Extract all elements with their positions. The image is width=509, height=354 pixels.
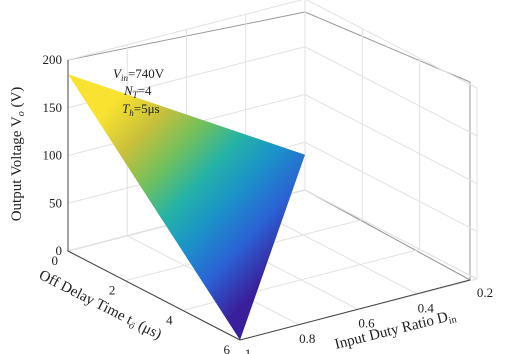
z-axis-title: Output Voltage Vo (V)	[9, 87, 27, 222]
z-tick-label-3: 150	[43, 100, 63, 115]
annotation-th: Th=5μs	[122, 101, 160, 118]
y-tick-label-2: 4	[166, 312, 173, 327]
x-tick-label-4: 1	[245, 346, 252, 354]
surface-triangle	[68, 74, 305, 341]
z-gridline-right-2	[304, 94, 478, 184]
z-tick-label-0: 0	[56, 243, 63, 258]
x-tick-label-2: 0.6	[358, 316, 375, 331]
x-tick-label-0: 0.2	[477, 285, 493, 300]
y-tick-label-3: 6	[224, 342, 231, 354]
z-tick-label-1: 50	[49, 195, 62, 210]
z-gridline-right-3	[304, 46, 478, 137]
x-gridline-floor-0	[304, 189, 478, 280]
tick-labels: 0 50 100 150 200 0.2 0.4 0.6 0.8 1 0 2 4 6	[43, 52, 494, 354]
y-tick-label-1: 2	[109, 283, 116, 298]
z-tick-label-4: 200	[43, 52, 63, 67]
parameter-annotations: Vin=740V NT=4 Th=5μs	[113, 66, 165, 118]
annotation-vin: Vin=740V	[113, 66, 165, 83]
y-axis-line	[67, 250, 241, 341]
x-axis-title: Input Duty Ratio Din	[333, 307, 458, 354]
axis-lines	[67, 60, 471, 341]
y-tick-label-0: 0	[52, 253, 59, 268]
annotation-nt: NT=4	[123, 83, 152, 100]
x-tick-label-1: 0.4	[418, 300, 435, 315]
z-gridline-right-1	[304, 141, 478, 232]
z-tick-label-2: 100	[43, 148, 63, 163]
x-axis-line	[239, 279, 471, 341]
z-gridline-right-4	[305, 0, 478, 89]
x-tick-label-3: 0.8	[299, 331, 315, 346]
